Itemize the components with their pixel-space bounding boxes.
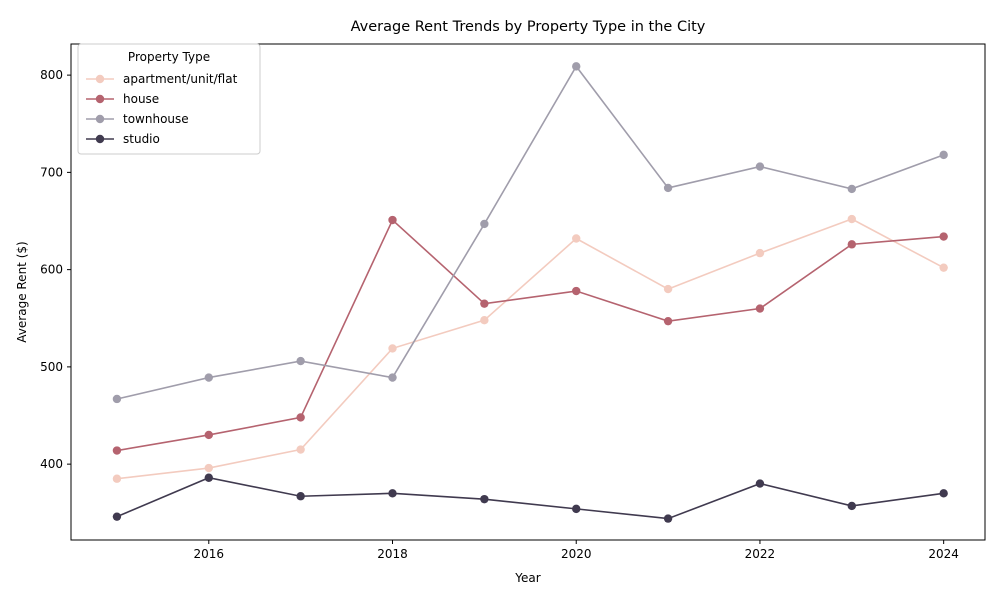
x-tick-label: 2020 [561, 547, 592, 561]
y-tick-label: 500 [40, 360, 63, 374]
data-point [847, 501, 857, 511]
data-point [296, 356, 305, 366]
data-point [480, 316, 489, 325]
data-point [572, 234, 581, 243]
data-point [939, 150, 948, 160]
data-point [847, 240, 857, 249]
legend-label: apartment/unit/flat [123, 72, 238, 86]
series-line-1 [116, 218, 944, 452]
y-tick-label: 400 [40, 457, 63, 471]
data-point [204, 463, 213, 473]
data-point [388, 489, 397, 498]
data-point [388, 373, 397, 382]
data-point [847, 184, 857, 194]
data-point [755, 479, 765, 488]
legend-box [77, 43, 261, 155]
data-point [112, 446, 122, 455]
x-axis-label: Year [514, 571, 540, 585]
series-line-2 [116, 64, 944, 400]
data-point [296, 413, 305, 422]
legend-marker-swatch [95, 94, 105, 104]
data-point [939, 263, 948, 272]
data-point [572, 286, 581, 296]
legend-title: Property Type [128, 50, 210, 64]
data-point [204, 430, 213, 440]
legend: Property Type apartment/unit/flat house tow… [77, 43, 261, 155]
data-point [755, 162, 765, 171]
data-point [112, 512, 122, 521]
x-tick-label: 2018 [377, 547, 408, 561]
data-point [388, 344, 397, 353]
legend-marker-swatch [95, 114, 105, 124]
data-point [663, 316, 673, 326]
series-line-3 [116, 476, 944, 520]
y-axis: 400 500 600 700 800 [40, 68, 71, 471]
x-tick-label: 2016 [194, 547, 225, 561]
legend-label: studio [123, 132, 160, 146]
data-point [663, 284, 673, 294]
legend-label: townhouse [123, 112, 189, 126]
plot-area [112, 62, 948, 523]
data-point [939, 489, 948, 498]
legend-marker-swatch [95, 134, 105, 144]
data-point [755, 304, 765, 313]
legend-marker-swatch [95, 74, 105, 84]
series-line-0 [116, 218, 945, 480]
x-axis: 2016 2018 2020 2022 2024 [194, 540, 959, 561]
data-point [755, 248, 765, 258]
data-point [112, 474, 122, 483]
data-point [480, 494, 489, 504]
x-tick-label: 2024 [928, 547, 959, 561]
data-point [480, 299, 489, 308]
data-point [204, 473, 213, 482]
data-point [204, 373, 213, 382]
data-point [572, 504, 581, 514]
data-point [296, 492, 305, 501]
legend-label: house [123, 92, 159, 106]
y-tick-label: 600 [40, 263, 63, 277]
data-point [480, 219, 489, 229]
data-point [296, 445, 305, 454]
axes-frame [70, 43, 986, 541]
data-point [663, 514, 673, 523]
data-point [847, 214, 857, 224]
y-tick-label: 700 [40, 165, 63, 179]
data-point [663, 183, 673, 193]
y-axis-label: Average Rent ($) [15, 241, 29, 342]
chart-title: Average Rent Trends by Property Type in … [351, 19, 706, 35]
y-tick-label: 800 [40, 68, 63, 82]
data-point [388, 215, 397, 225]
data-point [112, 394, 122, 404]
data-point [939, 232, 948, 241]
data-point [572, 62, 581, 71]
x-tick-label: 2022 [745, 547, 776, 561]
